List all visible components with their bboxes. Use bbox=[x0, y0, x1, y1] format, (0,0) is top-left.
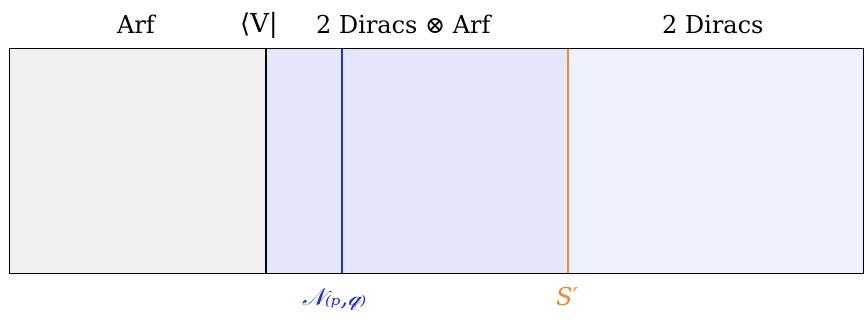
middle-region bbox=[266, 48, 568, 274]
label-n-pq: 𝒩₍ₚ,𝓆₎ bbox=[302, 283, 367, 311]
label-s-prime: S′ bbox=[556, 283, 578, 311]
label-two-diracs-arf: 2 Diracs ⊗ Arf bbox=[316, 11, 491, 39]
n-line bbox=[341, 48, 343, 274]
defect-line bbox=[265, 48, 267, 274]
s-line bbox=[567, 48, 569, 274]
label-v-defect: ⟨V| bbox=[240, 9, 278, 39]
label-arf: Arf bbox=[117, 11, 155, 39]
label-two-diracs: 2 Diracs bbox=[662, 11, 764, 39]
left-region bbox=[9, 48, 266, 274]
right-region bbox=[568, 48, 864, 274]
